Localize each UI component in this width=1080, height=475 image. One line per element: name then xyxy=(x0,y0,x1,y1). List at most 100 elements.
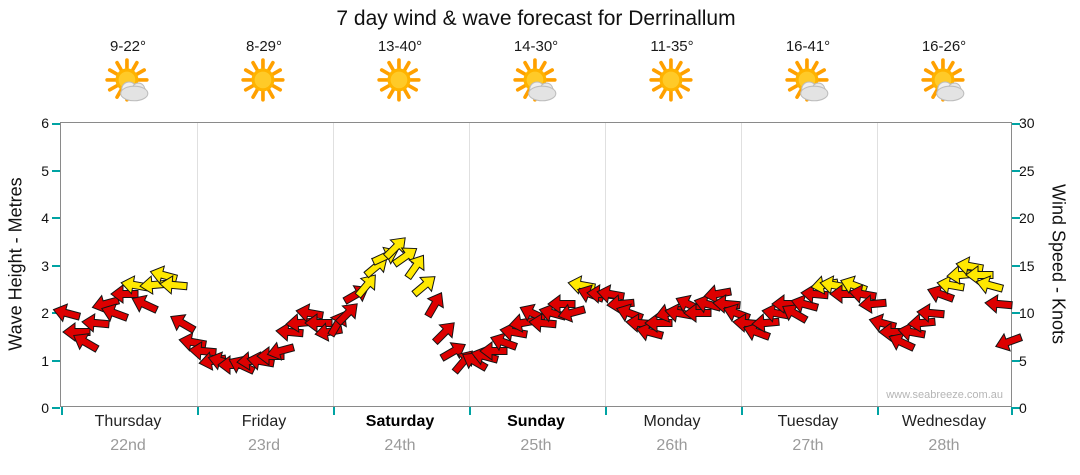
wind-arrow xyxy=(131,294,159,314)
right-tick-label: 30 xyxy=(1019,115,1035,131)
day-temp-range: 9-22° xyxy=(109,38,147,55)
day-label: Thursday 22nd xyxy=(60,413,196,455)
day-labels: Thursday 22nd Friday 23rd Saturday 24th Sunday… xyxy=(60,413,1012,455)
wind-arrow xyxy=(897,322,926,342)
left-axis-tick xyxy=(52,123,60,125)
left-tick-label: 6 xyxy=(41,115,49,131)
day-date: 24th xyxy=(384,437,416,454)
left-tick-label: 3 xyxy=(41,257,49,274)
wind-arrow xyxy=(984,293,1014,314)
right-tick-label: 25 xyxy=(1019,162,1035,179)
wind-arrow xyxy=(790,293,820,314)
day-header: 14-30° xyxy=(468,38,604,108)
day-name: Wednesday xyxy=(901,413,987,430)
left-tick-label: 4 xyxy=(41,210,49,226)
sun-icon xyxy=(196,58,332,108)
day-date: 28th xyxy=(928,437,960,454)
day-temp-range: 16-41° xyxy=(785,38,831,55)
right-axis-tick xyxy=(1012,123,1020,125)
wind-arrow xyxy=(800,283,829,304)
wind-arrow xyxy=(439,342,467,362)
wind-arrow xyxy=(703,284,732,304)
wind-arrow xyxy=(403,254,425,280)
x-axis-tick xyxy=(197,407,199,415)
day-header: 9-22° xyxy=(60,38,196,108)
right-tick-label: 10 xyxy=(1019,305,1035,321)
wind-arrow xyxy=(995,332,1024,352)
sun-cloud-icon xyxy=(876,58,1012,108)
day-label: Monday 26th xyxy=(604,413,740,455)
left-axis-label: Wave Height - Metres xyxy=(5,177,26,351)
left-tick-label: 5 xyxy=(41,162,49,179)
wind-arrow xyxy=(266,341,295,361)
x-axis-tick xyxy=(605,407,607,415)
sun-icon xyxy=(604,58,740,108)
x-axis-tick xyxy=(741,407,743,415)
day-label: Saturday 24th xyxy=(332,413,468,455)
wind-arrow xyxy=(275,321,305,342)
day-separator xyxy=(877,123,878,406)
day-header: 8-29° xyxy=(196,38,332,108)
wind-arrow xyxy=(635,322,664,342)
day-headers: 9-22° 8-29° 13-40° 14-30° 11-35° 16-41° 16-26° xyxy=(60,38,1012,108)
day-name: Sunday xyxy=(507,413,565,430)
wind-arrow xyxy=(927,284,956,304)
sun-icon xyxy=(332,58,468,108)
right-tick-label: 20 xyxy=(1019,210,1035,226)
wind-arrow xyxy=(975,274,1004,295)
wind-arrow xyxy=(888,332,917,352)
wind-arrow xyxy=(490,331,518,351)
wind-arrow xyxy=(557,303,587,323)
wind-arrow xyxy=(858,293,887,314)
wind-arrow xyxy=(547,293,576,314)
wind-arrow xyxy=(965,265,994,285)
wind-arrow xyxy=(73,332,100,353)
day-separator xyxy=(333,123,334,406)
sun-cloud-icon xyxy=(740,58,876,108)
right-axis-tick xyxy=(1012,264,1020,267)
day-header: 11-35° xyxy=(604,38,740,108)
day-name: Monday xyxy=(643,413,701,430)
day-label: Tuesday 27th xyxy=(740,413,876,455)
day-separator xyxy=(741,123,742,406)
x-axis-tick xyxy=(469,407,471,415)
day-separator xyxy=(469,123,470,406)
wind-arrow xyxy=(101,303,130,323)
wind-arrow xyxy=(383,236,406,260)
left-tick-label: 1 xyxy=(41,352,49,369)
wind-arrow xyxy=(945,265,975,286)
day-temp-range: 16-26° xyxy=(921,38,967,55)
day-date: 26th xyxy=(656,437,688,454)
left-tick-label: 0 xyxy=(41,400,49,416)
day-separator xyxy=(197,123,198,406)
wind-arrow xyxy=(81,312,110,333)
x-axis-tick xyxy=(877,407,879,415)
wind-arrow xyxy=(644,312,673,333)
day-header: 16-26° xyxy=(876,38,1012,108)
x-axis-tick xyxy=(333,407,335,415)
x-axis-tick xyxy=(1011,407,1013,415)
day-date: 25th xyxy=(520,437,552,454)
day-header: 13-40° xyxy=(332,38,468,108)
wind-arrow xyxy=(52,303,81,323)
wind-arrow xyxy=(170,313,197,334)
day-label: Friday 23rd xyxy=(196,413,332,455)
sun-cloud-icon xyxy=(60,58,196,108)
day-temp-range: 13-40° xyxy=(377,38,423,55)
left-axis-tick xyxy=(52,407,60,409)
x-axis-tick xyxy=(61,407,63,415)
wind-arrow xyxy=(158,274,188,295)
wind-arrow xyxy=(411,275,436,297)
left-axis-tick xyxy=(52,264,60,267)
right-axis-tick xyxy=(1012,359,1020,362)
wind-arrow xyxy=(431,322,455,346)
left-tick-label: 2 xyxy=(41,305,49,321)
wind-arrow xyxy=(906,312,936,333)
wind-arrow xyxy=(391,247,418,268)
day-temp-range: 14-30° xyxy=(513,38,559,55)
wind-arrow xyxy=(751,312,781,333)
sun-cloud-icon xyxy=(468,58,604,108)
day-header: 16-41° xyxy=(740,38,876,108)
day-name: Thursday xyxy=(94,413,162,430)
day-date: 23rd xyxy=(247,437,281,454)
